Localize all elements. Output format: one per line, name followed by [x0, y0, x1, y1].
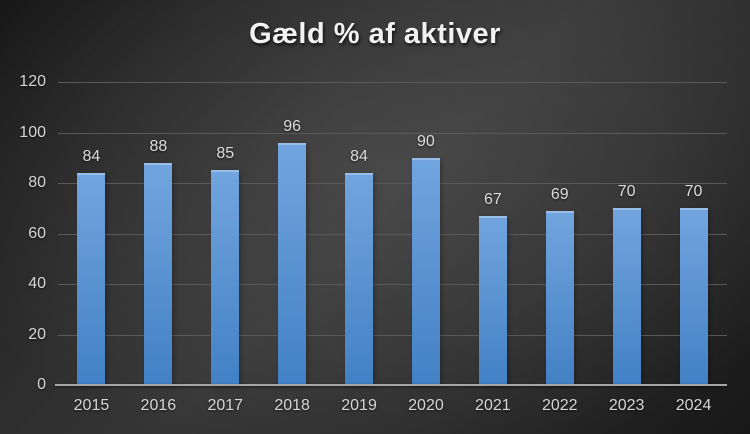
gridline-100	[58, 132, 727, 134]
x-axis-tick-label: 2020	[408, 397, 444, 414]
bar-value-label: 69	[550, 185, 569, 203]
x-axis-tick-label: 2024	[675, 397, 712, 414]
gridline-120	[58, 82, 727, 83]
chart-title: Gæld % af aktiver	[249, 18, 501, 50]
x-axis-tick-label: 2015	[73, 397, 110, 414]
x-axis-tick-label: 2017	[207, 397, 244, 414]
bar-value-label: 85	[216, 145, 235, 163]
x-axis-tick-label: 2023	[608, 397, 645, 414]
bar-2020	[411, 157, 440, 385]
y-axis-tick-label: 60	[28, 224, 46, 242]
x-axis-tick-label: 2022	[541, 397, 578, 414]
y-axis-tick-label: 120	[19, 73, 46, 90]
y-axis: 0 20 40 60 80 100 120	[0, 73, 46, 393]
bar-2024	[679, 208, 708, 385]
x-axis-line	[55, 384, 727, 386]
x-axis-tick-label: 2016	[140, 397, 177, 414]
x-axis: 2015 2016 2017 2018 2019 2020 2021 2022 2023 2024	[58, 395, 727, 421]
y-axis-tick-label: 100	[19, 123, 46, 141]
bar-value-label: 96	[283, 117, 302, 135]
bar-value-label: 84	[82, 147, 101, 165]
gridline-40	[58, 284, 727, 285]
x-axis-tick-label: 2018	[274, 397, 310, 414]
y-axis-tick-label: 80	[28, 174, 46, 191]
y-axis-tick-label: 40	[28, 275, 46, 292]
bar-2023	[612, 208, 641, 385]
plot-area: 84 88 85 96 84 90 67 69 70 70	[55, 82, 727, 386]
bar-value-label: 84	[350, 147, 368, 165]
x-axis-tick-label: 2019	[341, 397, 377, 414]
bar-value-label: 90	[417, 132, 435, 150]
bar-value-label: 67	[483, 190, 502, 208]
bar-value-label: 70	[617, 183, 636, 201]
bar-2019	[345, 172, 374, 385]
x-axis-tick-label: 2021	[475, 397, 511, 414]
bar-2017	[211, 170, 240, 385]
bar-2022	[545, 210, 574, 385]
bar-2018	[278, 142, 307, 385]
bar-2021	[478, 215, 507, 385]
y-axis-tick-label: 20	[28, 325, 46, 343]
bar-value-label: 70	[684, 183, 703, 201]
gridline-20	[58, 334, 727, 336]
bar-2016	[144, 162, 173, 385]
bar-value-label: 88	[149, 137, 168, 155]
gridline-60	[58, 233, 727, 235]
bar-2015	[77, 172, 106, 385]
gridline-80	[58, 183, 727, 184]
y-axis-tick-label: 0	[37, 376, 46, 393]
